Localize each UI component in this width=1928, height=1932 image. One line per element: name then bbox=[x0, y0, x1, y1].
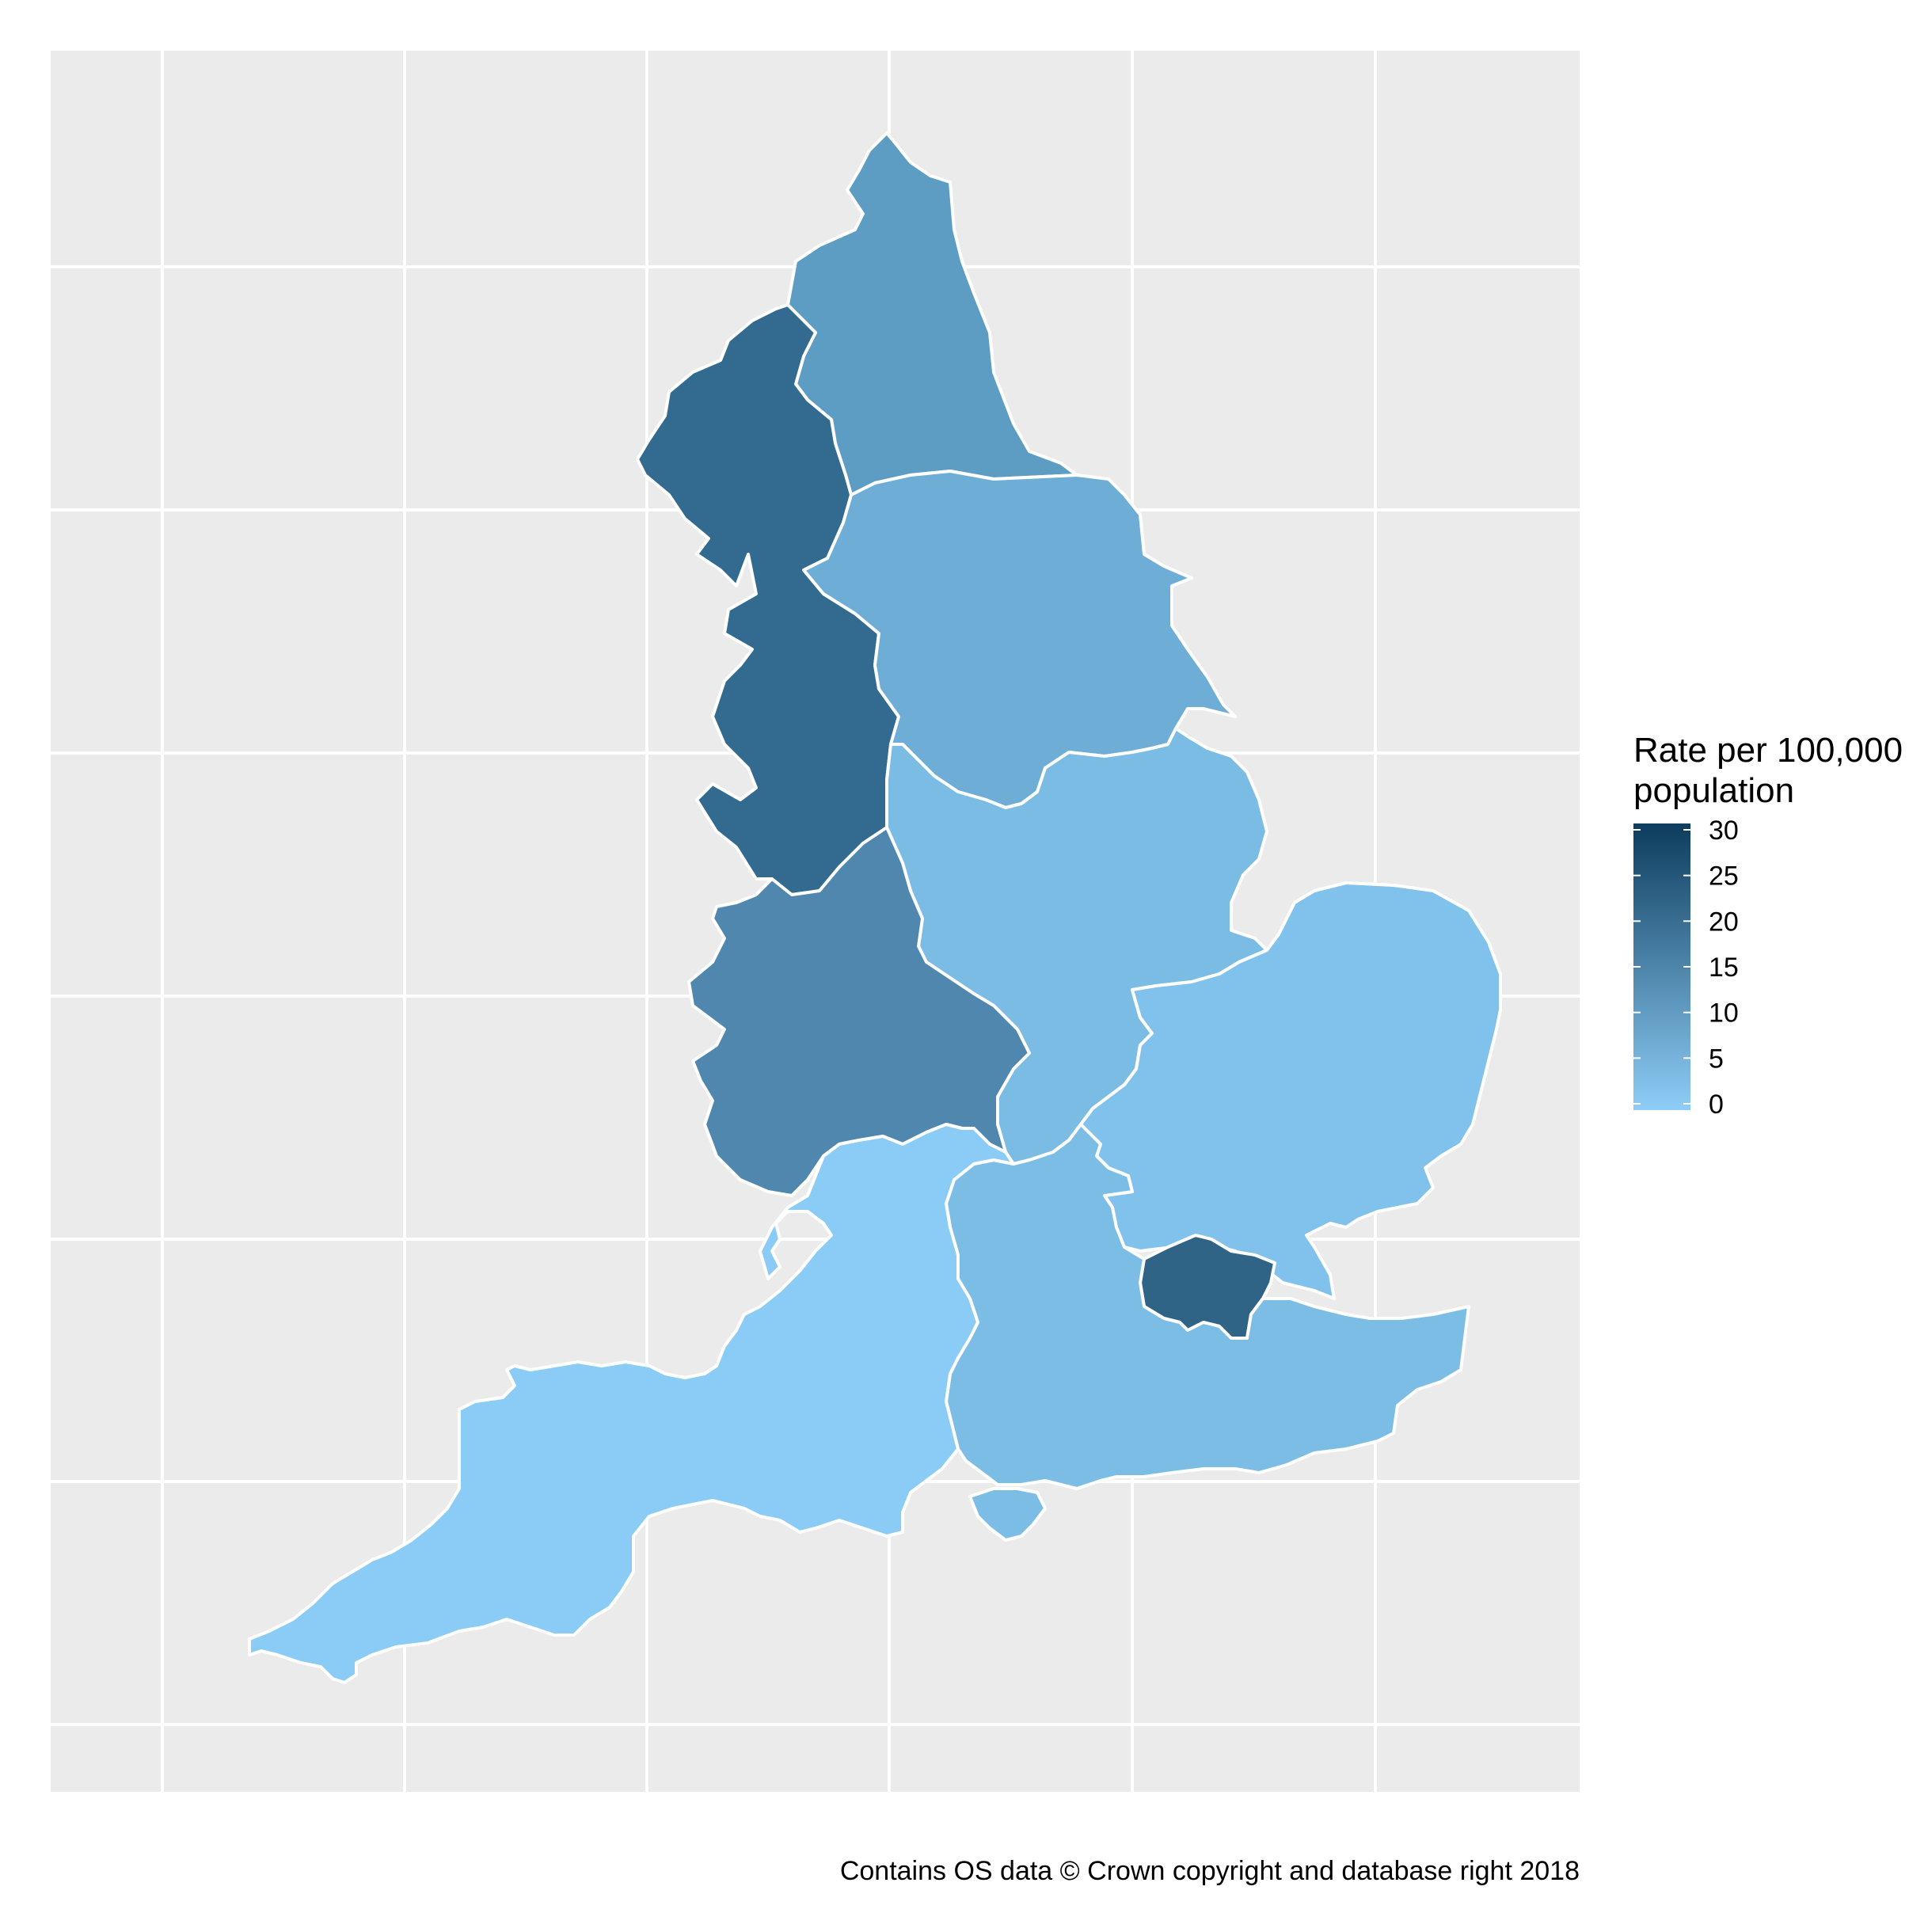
region-west-midlands[interactable] bbox=[687, 826, 1031, 1197]
legend-tick-label: 10 bbox=[1709, 998, 1739, 1029]
legend: Rate per 100,000 population 30 25 20 15 10 5 0 bbox=[1633, 731, 1903, 1120]
region-isle-of-wight[interactable] bbox=[968, 1487, 1047, 1542]
regions-layer bbox=[248, 131, 1502, 1684]
legend-tick-label: 0 bbox=[1709, 1090, 1724, 1120]
legend-title-line1: Rate per 100,000 bbox=[1633, 731, 1903, 770]
legend-title-line2: population bbox=[1633, 771, 1794, 810]
legend-tick-label: 25 bbox=[1709, 861, 1739, 892]
legend-colorbar bbox=[1633, 823, 1690, 1110]
legend-tick-label: 15 bbox=[1709, 953, 1739, 983]
region-east-of-england[interactable] bbox=[1079, 881, 1502, 1300]
caption: Contains OS data © Crown copyright and d… bbox=[840, 1856, 1580, 1886]
legend-tick-label: 5 bbox=[1709, 1044, 1724, 1074]
legend-tick-label: 30 bbox=[1709, 816, 1739, 846]
legend-tick-label: 20 bbox=[1709, 907, 1739, 937]
region-south-west[interactable] bbox=[248, 1123, 1015, 1684]
legend-ticks: 30 25 20 15 10 5 0 bbox=[1633, 816, 1739, 1120]
